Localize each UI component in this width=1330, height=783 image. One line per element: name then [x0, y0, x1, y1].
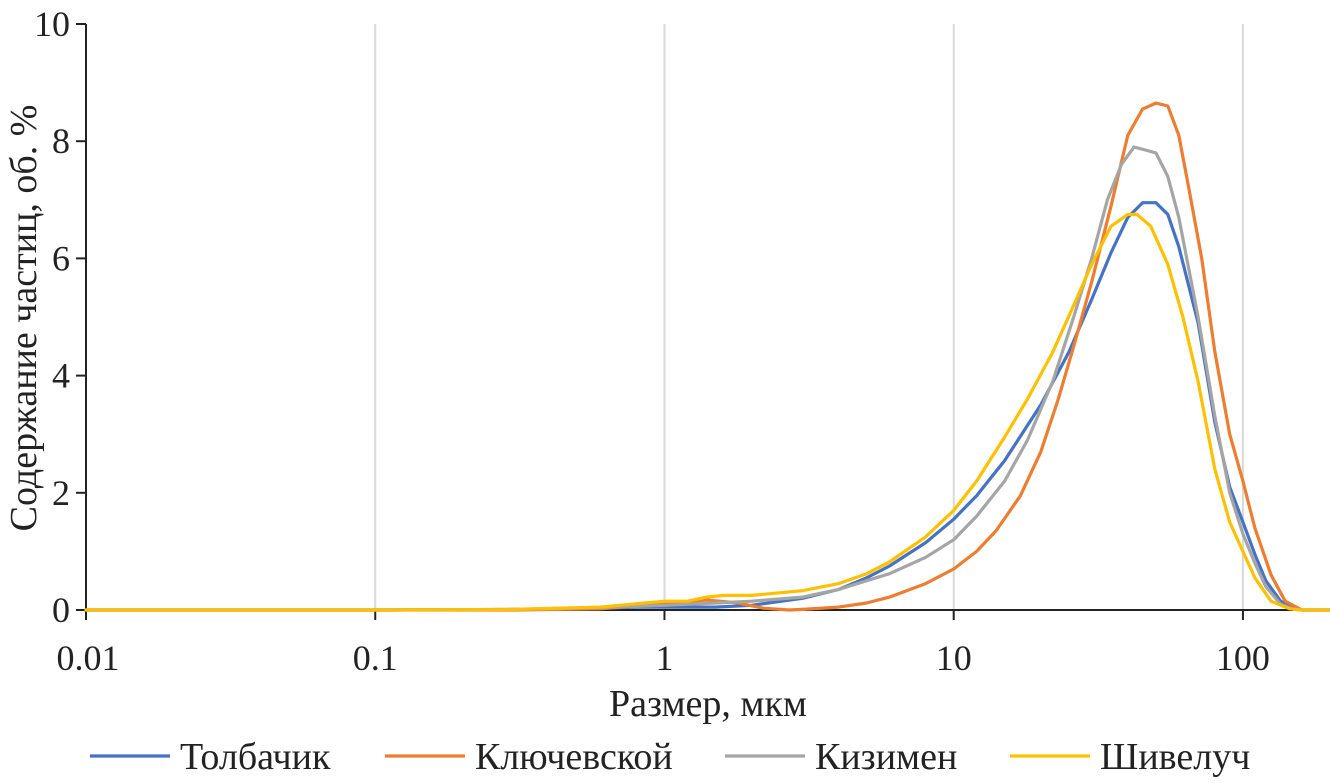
x-tick-label: 0.1 — [353, 638, 398, 678]
y-tick-label: 6 — [52, 238, 70, 278]
series-line-3 — [84, 145, 1330, 612]
y-tick-label: 8 — [52, 121, 70, 161]
series-line-1 — [84, 201, 1330, 612]
legend: Толбачик Ключевской Кизимен Шивелуч — [90, 736, 1250, 778]
grid — [374, 24, 1244, 610]
y-tick-label: 0 — [52, 590, 70, 630]
legend-label-1: Толбачик — [180, 736, 331, 778]
legend-label-4: Шивелуч — [1100, 736, 1250, 778]
y-tick-label: 2 — [52, 473, 70, 513]
series-line-2 — [84, 101, 1330, 612]
series-line-4 — [84, 212, 1330, 612]
y-tick-label: 10 — [34, 4, 70, 44]
y-tick-label: 4 — [52, 356, 70, 396]
x-tick-label: 0.01 — [57, 638, 120, 678]
y-axis-title: Содержание частиц, об. % — [3, 105, 45, 532]
x-tick-label: 10 — [936, 638, 972, 678]
x-axis-title: Размер, мкм — [609, 683, 807, 725]
x-tick-label: 100 — [1216, 638, 1270, 678]
x-tick-label: 1 — [655, 638, 673, 678]
series-lines — [84, 101, 1330, 612]
legend-label-2: Ключевской — [475, 736, 673, 778]
tick-labels: 0 2 4 6 8 10 0.01 0.1 1 10 100 — [34, 4, 1270, 678]
legend-label-3: Кизимен — [815, 736, 957, 778]
